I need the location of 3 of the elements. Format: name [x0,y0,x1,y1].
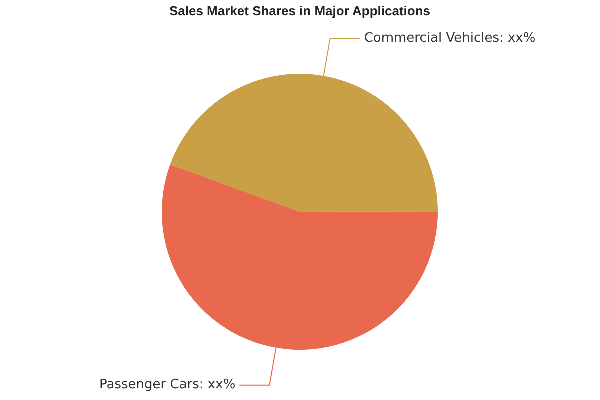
slice-label: Passenger Cars: xx% [100,378,236,393]
chart-title: Sales Market Shares in Major Applications [169,4,431,19]
slice-label: Commercial Vehicles: xx% [364,31,536,46]
